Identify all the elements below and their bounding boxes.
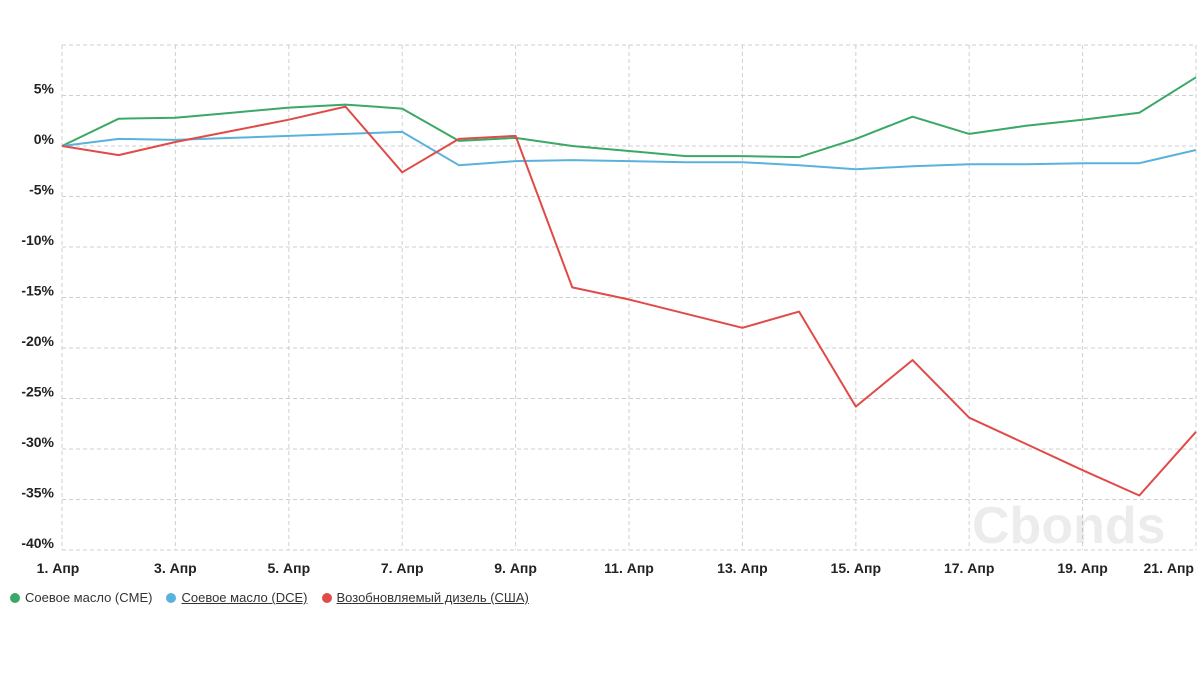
legend-item-diesel[interactable]: Возобновляемый дизель (США) — [321, 590, 529, 605]
legend-item-cme[interactable]: Соевое масло (CME) — [10, 590, 152, 605]
legend-item-dce[interactable]: Соевое масло (DCE) — [166, 590, 308, 605]
x-tick-label: 3. Апр — [154, 560, 197, 576]
x-tick-label: 7. Апр — [381, 560, 424, 576]
legend-dot-dce — [166, 592, 177, 603]
series-line-dce — [61, 130, 1197, 171]
y-axis-ticks: 5% 0% -5% -10% -15% -20% -25% -30% -35% -40% — [21, 81, 54, 552]
y-tick-label: -10% — [21, 232, 54, 248]
x-tick-label: 21. Апр — [1144, 560, 1194, 576]
x-tick-label: 15. Апр — [831, 560, 881, 576]
x-tick-label: 5. Апр — [267, 560, 310, 576]
y-tick-label: 5% — [34, 81, 55, 97]
y-tick-label: -20% — [21, 333, 54, 349]
y-tick-label: -15% — [21, 283, 54, 299]
x-tick-label: 17. Апр — [944, 560, 994, 576]
legend-dot-diesel — [321, 592, 332, 603]
y-tick-label: -40% — [21, 535, 54, 551]
legend-dot-cme — [10, 592, 20, 603]
x-axis-ticks: 1. Апр 3. Апр 5. Апр 7. Апр 9. Апр 11. Апр 13.… — [37, 560, 1194, 576]
legend-label-diesel: Возобновляемый дизель (США) — [336, 590, 529, 605]
x-tick-label: 19. Апр — [1057, 560, 1107, 576]
x-tick-label: 13. Апр — [717, 560, 767, 576]
chart-canvas: 5% 0% -5% -10% -15% -20% -25% -30% -35% -40% 1. А… — [21, 44, 1197, 576]
y-tick-label: -30% — [21, 434, 54, 450]
series-lines — [61, 76, 1197, 497]
y-tick-label: -25% — [21, 384, 54, 400]
y-tick-label: 0% — [34, 131, 55, 147]
x-tick-label: 9. Апр — [494, 560, 537, 576]
x-tick-label: 1. Апр — [37, 560, 80, 576]
y-tick-label: -5% — [29, 182, 54, 198]
x-tick-label: 11. Апр — [604, 560, 654, 576]
legend: Соевое масло (CME) Соевое масло (DCE) Во… — [10, 590, 529, 605]
legend-label-dce: Соевое масло (DCE) — [181, 590, 308, 605]
grid — [61, 44, 1197, 551]
y-tick-label: -35% — [21, 485, 54, 501]
series-line-diesel — [61, 105, 1197, 497]
series-line-cme — [61, 76, 1197, 159]
legend-label-cme: Соевое масло (CME) — [25, 590, 153, 605]
watermark-text: Cbonds — [972, 497, 1166, 555]
